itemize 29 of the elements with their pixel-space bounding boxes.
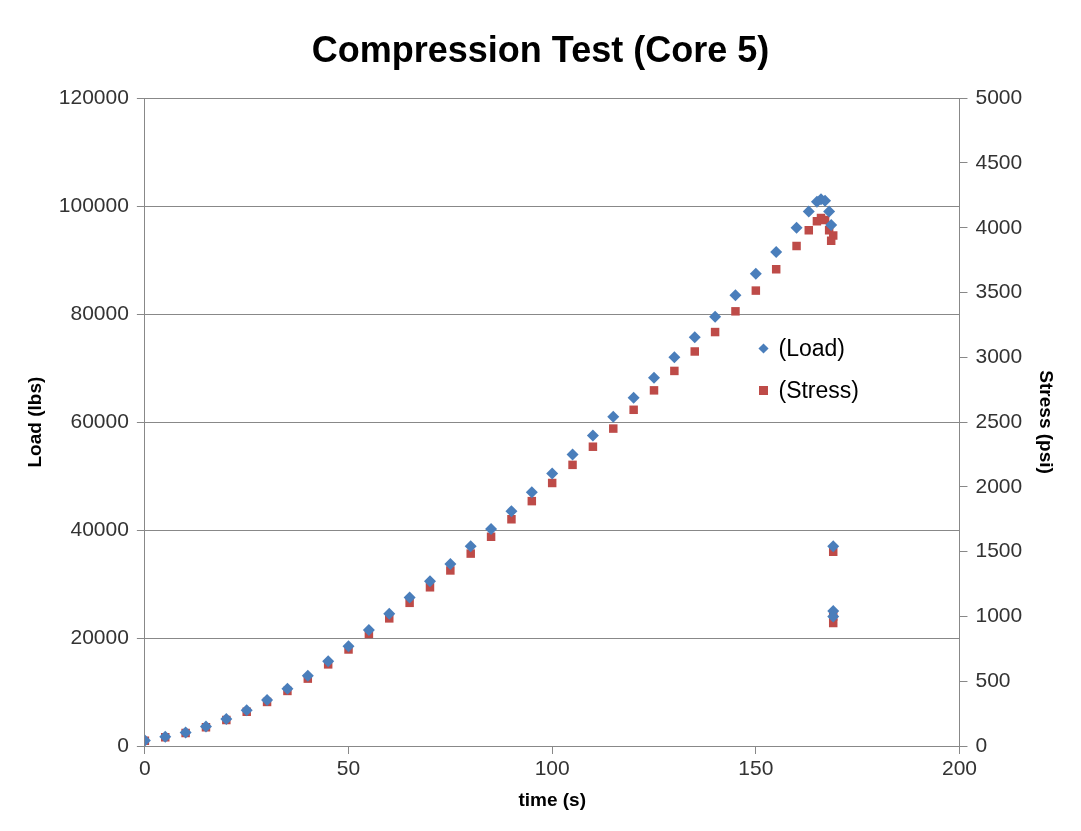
y-tick-label: 120000: [58, 85, 129, 108]
y-axis-title: Load (lbs): [23, 376, 45, 468]
y-tick-label: 60000: [70, 408, 129, 432]
legend-label: (Load): [778, 334, 845, 364]
y2-tick-label: 5000: [975, 85, 1023, 108]
y-tick-label: 40000: [70, 516, 129, 540]
y2-tick-label: 0: [975, 732, 988, 756]
y2-axis-title: Stress (psi): [1036, 370, 1058, 474]
legend-label: (Stress): [778, 376, 859, 406]
y2-tick-label: 500: [975, 668, 1011, 692]
y2-tick-label: 3500: [975, 279, 1023, 303]
y2-tick-label: 4000: [975, 214, 1023, 238]
x-tick-label: 150: [738, 756, 774, 780]
y-tick-label: 0: [117, 732, 129, 756]
y-tick-label: 20000: [70, 624, 129, 648]
y2-tick-label: 2000: [975, 473, 1023, 497]
x-tick-label: 50: [336, 756, 361, 780]
y-tick-label: 100000: [58, 192, 129, 216]
chart-title: Compression Test (Core 5): [311, 28, 770, 70]
y2-tick-label: 1500: [975, 538, 1023, 562]
y-tick-label: 80000: [70, 300, 129, 324]
y2-tick-label: 1000: [975, 603, 1023, 627]
y2-tick-label: 2500: [975, 408, 1023, 432]
x-tick-label: 100: [534, 756, 570, 780]
y2-tick-label: 4500: [975, 149, 1023, 173]
x-axis-title: time (s): [518, 788, 586, 810]
x-tick-label: 200: [941, 756, 978, 780]
x-tick-label: 0: [139, 756, 151, 780]
y2-tick-label: 3000: [975, 344, 1023, 368]
